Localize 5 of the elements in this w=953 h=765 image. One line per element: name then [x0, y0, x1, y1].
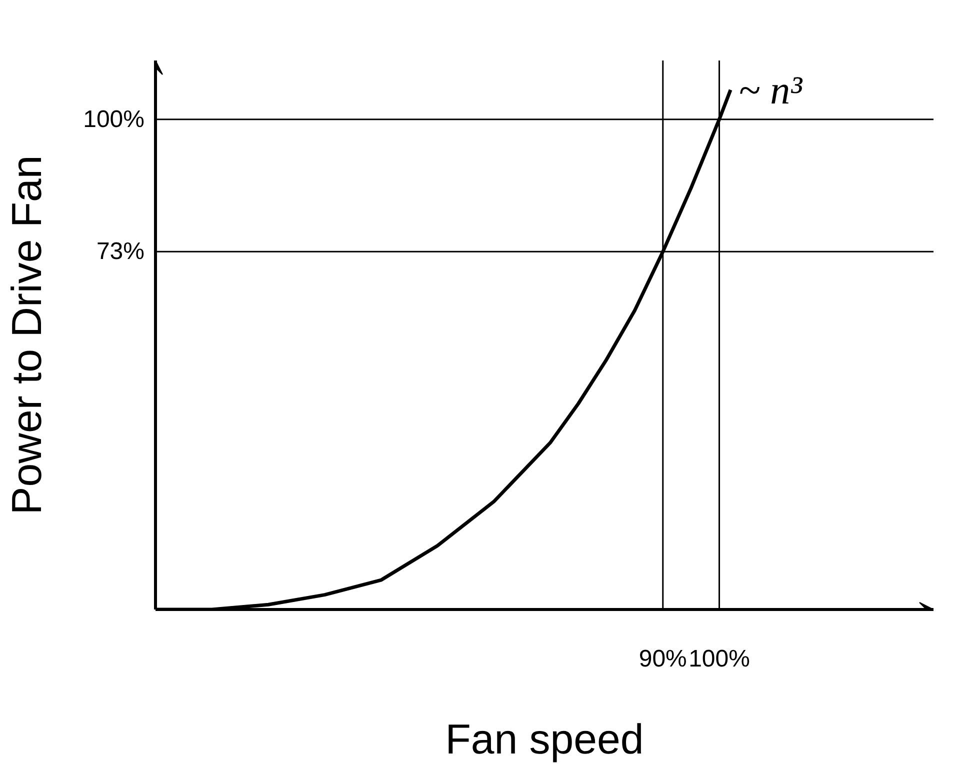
x-tick-label: 90% — [638, 646, 687, 672]
y-axis-title: Power to Drive Fan — [3, 155, 50, 515]
x-axis-title: Fan speed — [445, 716, 644, 762]
y-tick-label: 73% — [96, 238, 145, 266]
annotation: ~ n³ — [738, 67, 804, 112]
